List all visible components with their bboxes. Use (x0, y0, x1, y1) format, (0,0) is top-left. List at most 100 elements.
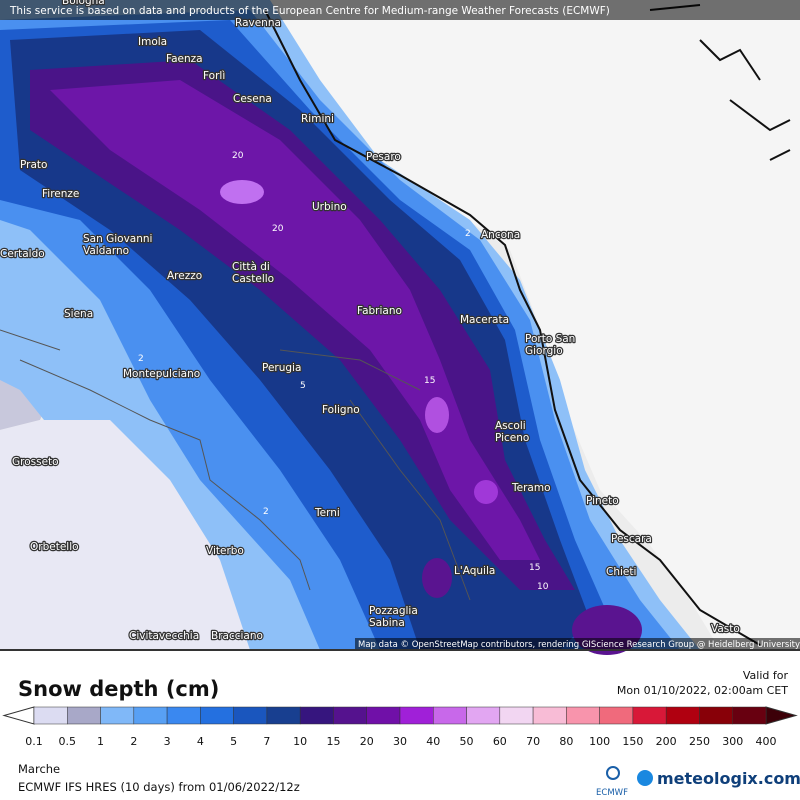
city-label: Ravenna (235, 17, 281, 29)
colorbar-tick-label: 5 (230, 735, 237, 748)
colorbar-segment (100, 706, 135, 725)
city-label: Valdarno (83, 245, 129, 257)
colorbar-segment (200, 706, 234, 725)
city-label: Cesena (233, 93, 272, 105)
colorbar-start (2, 706, 35, 725)
colorbar-tick-label: 1 (97, 735, 104, 748)
map: This service is based on data and produc… (0, 0, 800, 655)
islands (649, 4, 791, 161)
colorbar-segment (732, 706, 767, 725)
contour-label: 2 (465, 229, 471, 239)
city-label: Bracciano (211, 630, 263, 642)
city-label: Teramo (511, 482, 551, 494)
city-label: Civitavecchia (129, 630, 199, 642)
city-label: Grosseto (12, 456, 59, 468)
contour-label: 10 (537, 582, 549, 592)
city-label: Siena (64, 308, 93, 320)
colorbar-tick-label: 30 (393, 735, 407, 748)
city-label: Chieti (606, 566, 636, 578)
colorbar-tick-label: 70 (526, 735, 540, 748)
colorbar-tick-label: 40 (426, 735, 440, 748)
colorbar-segment (532, 706, 567, 725)
colorbar-tick-label: 0.1 (25, 735, 43, 748)
coastline (264, 9, 761, 646)
colorbar-tick-label: 50 (460, 735, 474, 748)
colorbar-tick-label: 250 (689, 735, 710, 748)
colorbar-segment (67, 706, 101, 725)
colorbar-tick-label: 0.5 (59, 735, 77, 748)
low-snow (0, 420, 250, 650)
colorbar-tick-label: 10 (293, 735, 307, 748)
colorbar-segment (166, 706, 201, 725)
city-label: Certaldo (0, 248, 45, 260)
colorbar-segment (299, 706, 334, 725)
credits-bar (355, 638, 800, 650)
city-label: Macerata (460, 314, 509, 326)
city-label: Vasto (711, 623, 740, 635)
colorbar-tick-label: 7 (263, 735, 270, 748)
site-logo: meteologix.com (657, 769, 800, 788)
city-label: Viterbo (206, 545, 244, 557)
colorbar-segment (33, 706, 68, 725)
colorbar-segment (699, 706, 733, 725)
colorbar-tick-label: 20 (360, 735, 374, 748)
colorbar-tick-label: 150 (622, 735, 643, 748)
colorbar-tick-label: 3 (164, 735, 171, 748)
snow-20 (50, 80, 540, 560)
colorbar-end (765, 706, 798, 725)
city-label: Arezzo (167, 270, 202, 282)
snow-15c (422, 558, 452, 598)
city-label: Giorgio (525, 345, 563, 357)
colorbar-tick-label: 15 (326, 735, 340, 748)
city-label: Pescara (611, 533, 652, 545)
colorbar-segment (499, 706, 534, 725)
colorbar-segment (466, 706, 501, 725)
contour-label: 15 (424, 376, 435, 386)
snow-40 (220, 180, 264, 204)
colorbar-segment (233, 706, 268, 725)
model-run: ECMWF IFS HRES (10 days) from 01/06/2022… (18, 780, 300, 794)
city-label: Fabriano (357, 305, 402, 317)
attribution-bar (0, 0, 800, 20)
ecmwf-logo: ECMWF (596, 788, 628, 798)
city-label: Rimini (301, 113, 334, 125)
colorbar-segment (433, 706, 467, 725)
colorbar-segment (599, 706, 634, 725)
contour-label: 2 (138, 354, 144, 364)
colorbar-tick-label: 80 (559, 735, 573, 748)
colorbar-segment (133, 706, 168, 725)
city-label: Forlì (203, 70, 225, 82)
borders (0, 329, 471, 601)
city-label: Città di (232, 261, 270, 273)
colorbar-segment (333, 706, 367, 725)
legend-title: Snow depth (cm) (18, 677, 219, 701)
city-label: Pesaro (366, 151, 401, 163)
city-label: Prato (20, 159, 47, 171)
city-label: Montepulciano (123, 368, 200, 380)
city-label: Urbino (312, 201, 347, 213)
colorbar-tick-label: 4 (197, 735, 204, 748)
city-label: Firenze (42, 188, 79, 200)
colorbar-segment (632, 706, 667, 725)
ecmwf-icon (606, 766, 620, 780)
city-label: Ascoli (495, 420, 526, 432)
colorbar-segment (266, 706, 301, 725)
colorbar-segment (366, 706, 401, 725)
colorbar-tick-label: 300 (722, 735, 743, 748)
region: Marche (18, 762, 60, 776)
city-label: Ancona (481, 229, 520, 241)
colorbar-segment (566, 706, 600, 725)
city-label: Foligno (322, 404, 360, 416)
contour-label: 15 (529, 563, 540, 573)
attribution: This service is based on data and produc… (9, 5, 610, 17)
city-label: Bologna (62, 0, 105, 7)
snow-30 (425, 397, 449, 433)
city-label: Orbetello (30, 541, 79, 553)
city-label: Terni (314, 507, 340, 519)
city-label: Castello (232, 273, 274, 285)
colorbar-tick-label: 200 (656, 735, 677, 748)
colorbar-tick-label: 60 (493, 735, 507, 748)
city-label: Faenza (166, 53, 203, 65)
valid-time: Mon 01/10/2022, 02:00am CET (617, 684, 788, 697)
